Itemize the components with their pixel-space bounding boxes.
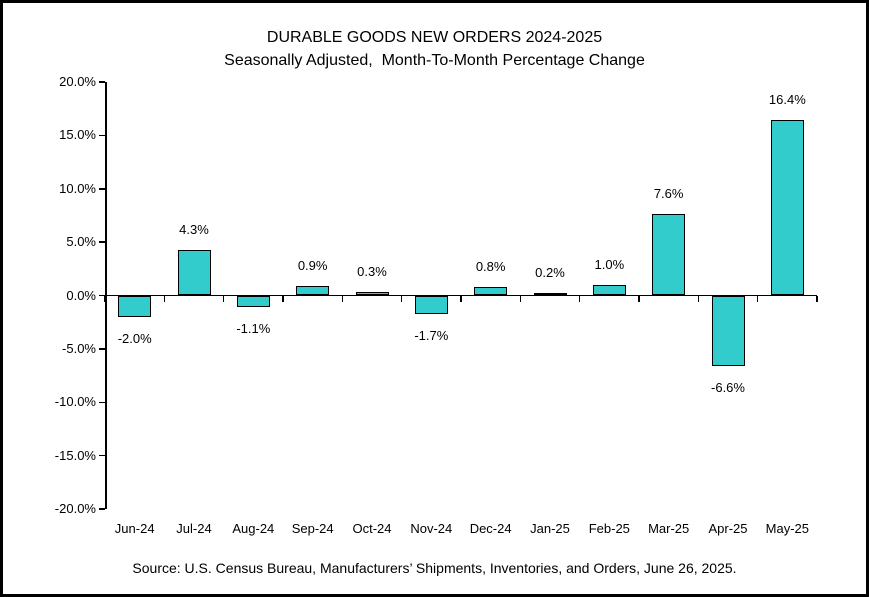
x-axis-category-label: Nov-24 bbox=[410, 521, 453, 536]
bar-feb-25 bbox=[592, 284, 626, 296]
x-axis-tick bbox=[104, 295, 106, 302]
bar-dec-24 bbox=[474, 286, 508, 296]
bar-data-label: 1.0% bbox=[594, 256, 625, 272]
x-axis-category-label: May-25 bbox=[765, 521, 809, 536]
x-axis-tick bbox=[756, 295, 759, 302]
bar-data-label: -1.7% bbox=[414, 327, 449, 343]
x-axis-category-label: Jan-25 bbox=[530, 521, 570, 536]
y-axis-tick bbox=[99, 401, 105, 403]
bar-data-label: -6.6% bbox=[711, 379, 745, 395]
x-axis-tick bbox=[460, 295, 462, 302]
y-axis-tick bbox=[99, 508, 105, 510]
x-axis-tick bbox=[578, 295, 581, 302]
bar-aug-24 bbox=[236, 295, 270, 308]
bar-mar-25 bbox=[652, 214, 686, 296]
y-axis-tick bbox=[99, 294, 105, 297]
chart-title: DURABLE GOODS NEW ORDERS 2024-2025 bbox=[266, 29, 603, 46]
x-axis-category-label: Sep-24 bbox=[291, 521, 334, 536]
bar-data-label: -2.0% bbox=[117, 330, 152, 346]
x-axis-category-label: Mar-25 bbox=[648, 521, 690, 536]
bar-data-label: 0.8% bbox=[475, 258, 506, 274]
chart-subtitle: Seasonally Adjusted, Month-To-Month Perc… bbox=[224, 52, 645, 69]
y-axis-tick bbox=[99, 134, 105, 137]
bar-nov-24 bbox=[414, 295, 448, 314]
x-axis-category-label: Aug-24 bbox=[232, 521, 275, 536]
bar-apr-25 bbox=[711, 295, 745, 366]
y-axis-tick-label: 0.0% bbox=[66, 287, 96, 303]
y-axis-tick bbox=[99, 188, 105, 190]
x-axis-category-label: Feb-25 bbox=[588, 521, 630, 536]
x-axis-category-label: Apr-25 bbox=[708, 521, 748, 536]
plot-area: 20.0% 15.0% 10.0% 5.0% 0.0% -5.0% -10.0% -15.0%… bbox=[55, 74, 818, 536]
bar-oct-24 bbox=[355, 292, 389, 296]
bar-jun-24 bbox=[118, 295, 152, 317]
y-axis-tick-label: 5.0% bbox=[66, 234, 96, 250]
x-axis-tick bbox=[341, 295, 344, 302]
y-axis-tick-label: 20.0% bbox=[59, 74, 96, 89]
x-axis-tick bbox=[816, 295, 818, 302]
bar-may-25 bbox=[770, 120, 804, 296]
x-axis-tick bbox=[222, 295, 225, 302]
bar-data-label: 0.9% bbox=[297, 257, 328, 273]
bar-data-label: 0.2% bbox=[535, 265, 565, 281]
y-axis-tick-label: 10.0% bbox=[59, 180, 96, 196]
y-axis-tick-label: -5.0% bbox=[62, 340, 96, 356]
y-axis-tick-label: -10.0% bbox=[54, 394, 96, 410]
x-axis-tick bbox=[400, 295, 403, 302]
y-axis-tick bbox=[99, 454, 105, 457]
x-axis-category-label: Oct-24 bbox=[352, 521, 392, 536]
x-axis-tick bbox=[282, 295, 284, 302]
x-axis-category-label: Jul-24 bbox=[176, 521, 212, 536]
bar-data-label: -1.1% bbox=[236, 321, 271, 337]
x-axis-category-label: Dec-24 bbox=[469, 521, 512, 536]
y-axis-tick bbox=[99, 81, 105, 83]
bar-data-label: 7.6% bbox=[653, 186, 684, 202]
y-axis-tick bbox=[99, 348, 105, 350]
x-axis-tick bbox=[638, 295, 640, 302]
x-axis-tick bbox=[163, 295, 166, 302]
x-axis-category-label: Jun-24 bbox=[114, 521, 155, 536]
bar-data-label: 4.3% bbox=[179, 221, 209, 237]
bar-jul-24 bbox=[177, 249, 211, 296]
source-note: Source: U.S. Census Bureau, Manufacturer… bbox=[132, 560, 737, 576]
x-axis-tick bbox=[697, 295, 700, 302]
bar-jan-25 bbox=[533, 293, 567, 296]
bar-data-label: 0.3% bbox=[357, 264, 387, 280]
y-axis-tick-label: 15.0% bbox=[59, 127, 96, 143]
bar-sep-24 bbox=[296, 285, 330, 296]
y-axis-tick bbox=[99, 241, 105, 243]
x-axis-tick bbox=[519, 295, 522, 302]
y-axis-tick-label: -20.0% bbox=[54, 501, 96, 516]
bar-data-label: 16.4% bbox=[768, 92, 806, 108]
y-axis-tick-label: -15.0% bbox=[54, 447, 96, 463]
